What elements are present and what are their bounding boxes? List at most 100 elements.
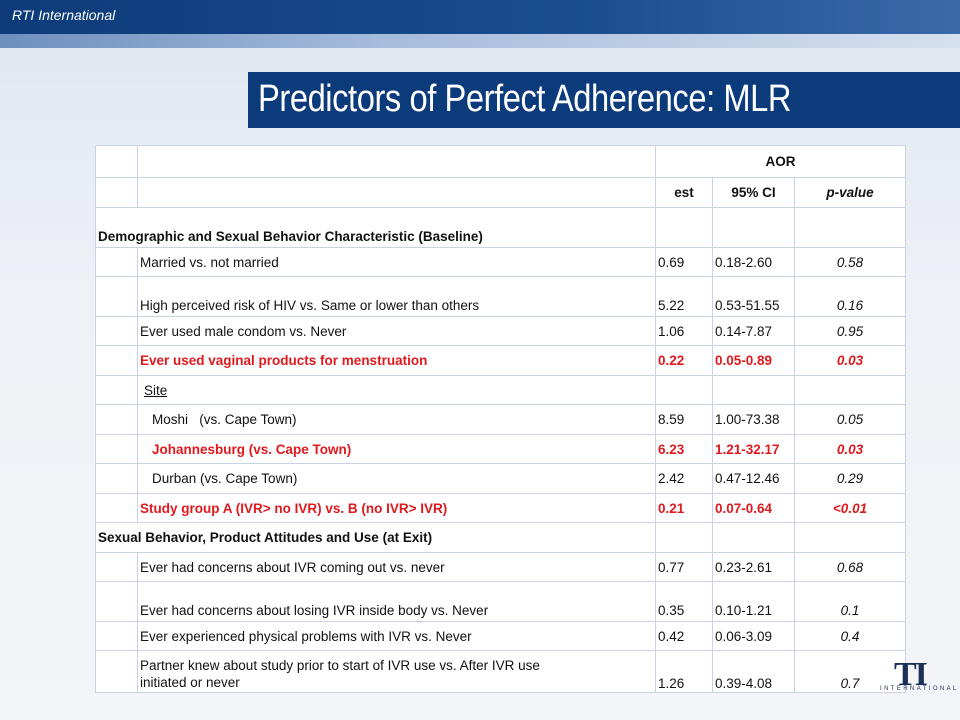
pvalue-cell: 0.58 [793, 247, 907, 277]
col-header-pvalue: p-value [793, 177, 907, 208]
est-cell: 0.35 [655, 581, 713, 622]
est-cell: 6.23 [655, 434, 713, 464]
page-title: Predictors of Perfect Adherence: MLR [258, 78, 792, 120]
row-label: Ever had concerns about IVR coming out v… [137, 552, 656, 582]
table-row: Durban (vs. Cape Town) 2.42 0.47-12.46 0… [95, 463, 907, 494]
indent-cell [95, 404, 138, 435]
pvalue-cell: 0.95 [793, 316, 907, 346]
brand-text: RTI International [12, 7, 116, 23]
table-row: Ever experienced physical problems with … [95, 621, 907, 651]
est-cell: 1.26 [655, 650, 713, 693]
table-header-row: AOR [95, 145, 907, 178]
title-banner: Predictors of Perfect Adherence: MLR [248, 72, 960, 128]
ci-cell: 0.10-1.21 [712, 581, 795, 622]
ci-cell: 0.53-51.55 [712, 276, 795, 317]
pvalue-cell: 0.68 [793, 552, 907, 582]
pvalue-cell: 0.29 [793, 463, 907, 494]
table-row: Ever used male condom vs. Never 1.06 0.1… [95, 316, 907, 346]
est-cell: 1.06 [655, 316, 713, 346]
empty-cell [712, 207, 795, 248]
indent-cell [95, 581, 138, 622]
pvalue-cell: 0.03 [793, 345, 907, 376]
top-banner: RTI International [0, 0, 960, 34]
pvalue-cell: 0.03 [793, 434, 907, 464]
pvalue-cell: 0.05 [793, 404, 907, 435]
est-cell: 2.42 [655, 463, 713, 494]
table-subheader-row: est 95% CI p-value [95, 177, 907, 208]
rti-logo: TI INTERNATIONAL [880, 656, 956, 693]
indent-cell [95, 552, 138, 582]
ci-cell: 1.21-32.17 [712, 434, 795, 464]
indent-cell [95, 247, 138, 277]
ci-cell: 0.06-3.09 [712, 621, 795, 651]
logo-mark: TI [894, 656, 928, 693]
row-label: Johannesburg (vs. Cape Town) [137, 434, 656, 464]
empty-cell [793, 207, 907, 248]
ci-cell: 1.00-73.38 [712, 404, 795, 435]
empty-cell [712, 522, 795, 553]
section-label: Sexual Behavior, Product Attitudes and U… [95, 522, 656, 553]
pvalue-cell: 0.7 [793, 650, 907, 693]
row-label-line: initiated or never [140, 675, 240, 690]
pvalue-cell: 0.1 [793, 581, 907, 622]
aor-header: AOR [654, 145, 907, 178]
ci-cell: 0.23-2.61 [712, 552, 795, 582]
empty-cell [793, 375, 907, 405]
row-label-line: Partner knew about study prior to start … [140, 658, 540, 673]
section-label: Demographic and Sexual Behavior Characte… [95, 207, 656, 248]
est-cell: 5.22 [655, 276, 713, 317]
indent-cell [95, 650, 138, 693]
col-header-ci: 95% CI [712, 177, 795, 208]
row-label: Durban (vs. Cape Town) [137, 463, 656, 494]
empty-cell [655, 522, 713, 553]
ci-cell: 0.39-4.08 [712, 650, 795, 693]
row-label: Partner knew about study prior to start … [137, 650, 656, 693]
est-cell: 0.42 [655, 621, 713, 651]
indent-cell [95, 493, 138, 523]
row-label: Study group A (IVR> no IVR) vs. B (no IV… [137, 493, 656, 523]
table-row-highlighted: Ever used vaginal products for menstruat… [95, 345, 907, 376]
table-row-highlighted: Johannesburg (vs. Cape Town) 6.23 1.21-3… [95, 434, 907, 464]
est-cell: 8.59 [655, 404, 713, 435]
ci-cell: 0.47-12.46 [712, 463, 795, 494]
header-stripe [0, 34, 960, 48]
ci-cell: 0.07-0.64 [712, 493, 795, 523]
indent-cell [95, 463, 138, 494]
empty-cell [655, 375, 713, 405]
table-row: Partner knew about study prior to start … [95, 650, 907, 693]
empty-cell [793, 522, 907, 553]
indent-cell [95, 276, 138, 317]
row-label: Married vs. not married [137, 247, 656, 277]
ci-cell: 0.05-0.89 [712, 345, 795, 376]
row-label: High perceived risk of HIV vs. Same or l… [137, 276, 656, 317]
pvalue-cell: 0.4 [793, 621, 907, 651]
est-cell: 0.22 [655, 345, 713, 376]
header-blank-cell [137, 145, 656, 178]
header-blank-cell [137, 177, 656, 208]
row-label: Ever used vaginal products for menstruat… [137, 345, 656, 376]
section-row: Sexual Behavior, Product Attitudes and U… [95, 522, 907, 553]
row-label: Ever experienced physical problems with … [137, 621, 656, 651]
pvalue-cell: <0.01 [793, 493, 907, 523]
table-row: Site [95, 375, 907, 405]
indent-cell [95, 434, 138, 464]
empty-cell [655, 207, 713, 248]
indent-cell [95, 316, 138, 346]
pvalue-cell: 0.16 [793, 276, 907, 317]
indent-cell [95, 375, 138, 405]
results-table: AOR est 95% CI p-value Demographic and S… [95, 145, 907, 693]
indent-cell [95, 345, 138, 376]
ci-cell: 0.14-7.87 [712, 316, 795, 346]
table-row: Ever had concerns about losing IVR insid… [95, 581, 907, 622]
table-row: Moshi (vs. Cape Town) 8.59 1.00-73.38 0.… [95, 404, 907, 435]
empty-cell [712, 375, 795, 405]
est-cell: 0.69 [655, 247, 713, 277]
header-blank-cell [95, 145, 138, 178]
row-label: Moshi (vs. Cape Town) [137, 404, 656, 435]
site-label: Site [137, 375, 656, 405]
table-row: Married vs. not married 0.69 0.18-2.60 0… [95, 247, 907, 277]
section-row: Demographic and Sexual Behavior Characte… [95, 207, 907, 248]
col-header-est: est [655, 177, 713, 208]
row-label: Ever had concerns about losing IVR insid… [137, 581, 656, 622]
est-cell: 0.21 [655, 493, 713, 523]
